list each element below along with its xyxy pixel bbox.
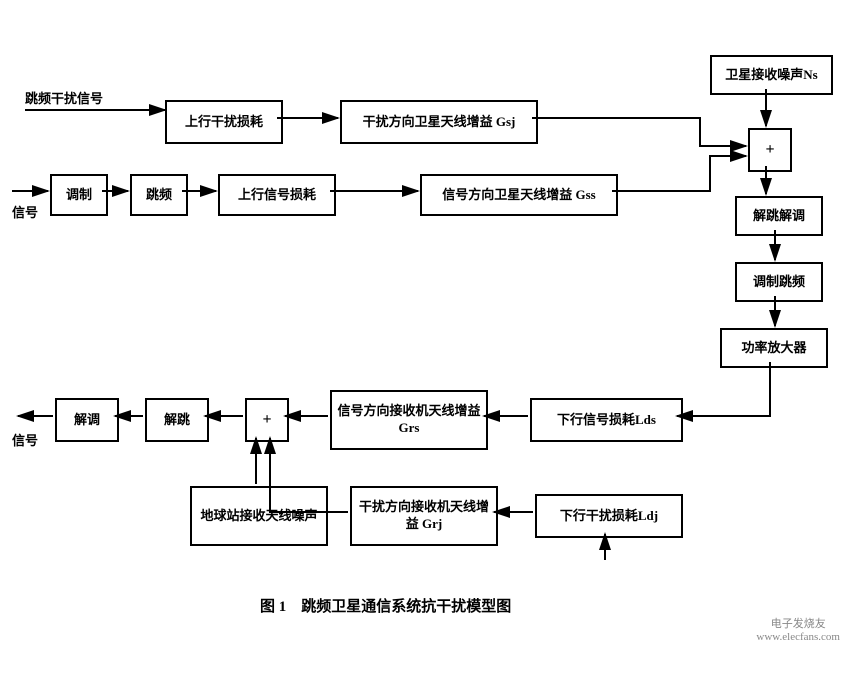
figure-caption: 图 1 跳频卫星通信系统抗干扰模型图 [260, 595, 511, 616]
node-modulate: 调制 [50, 174, 108, 216]
watermark-url: www.elecfans.com [756, 631, 840, 643]
node-demod: 解调 [55, 398, 119, 442]
node-uplink-jam-loss: 上行干扰损耗 [165, 100, 283, 144]
node-power-amp: 功率放大器 [720, 328, 828, 368]
watermark-brand: 电子发烧友 [771, 618, 826, 630]
node-sat-ant-gain-j: 干扰方向卫星天线增益 Gsj [340, 100, 538, 144]
node-uplink-sig-loss: 上行信号损耗 [218, 174, 336, 216]
node-earth-noise: 地球站接收天线噪声 [190, 486, 328, 546]
node-sat-noise: 卫星接收噪声Ns [710, 55, 833, 95]
jam-signal-label: 跳频干扰信号 [25, 88, 103, 107]
node-dehop-demod: 解跳解调 [735, 196, 823, 236]
node-dehop: 解跳 [145, 398, 209, 442]
node-downlink-sig-loss: 下行信号损耗Lds [530, 398, 683, 442]
node-rx-ant-gain-j: 干扰方向接收机天线增益 Grj [350, 486, 498, 546]
node-mod-hop: 调制跳频 [735, 262, 823, 302]
node-sum-up: + [748, 128, 792, 172]
node-sat-ant-gain-s: 信号方向卫星天线增益 Gss [420, 174, 618, 216]
node-freq-hop: 跳频 [130, 174, 188, 216]
node-sum-down: + [245, 398, 289, 442]
node-downlink-jam-loss: 下行干扰损耗Ldj [535, 494, 683, 538]
watermark: 电子发烧友 www.elecfans.com [756, 618, 840, 644]
node-rx-ant-gain-s: 信号方向接收机天线增益 Grs [330, 390, 488, 450]
signal-out-label: 信号 [12, 430, 38, 449]
signal-in-label: 信号 [12, 202, 38, 221]
